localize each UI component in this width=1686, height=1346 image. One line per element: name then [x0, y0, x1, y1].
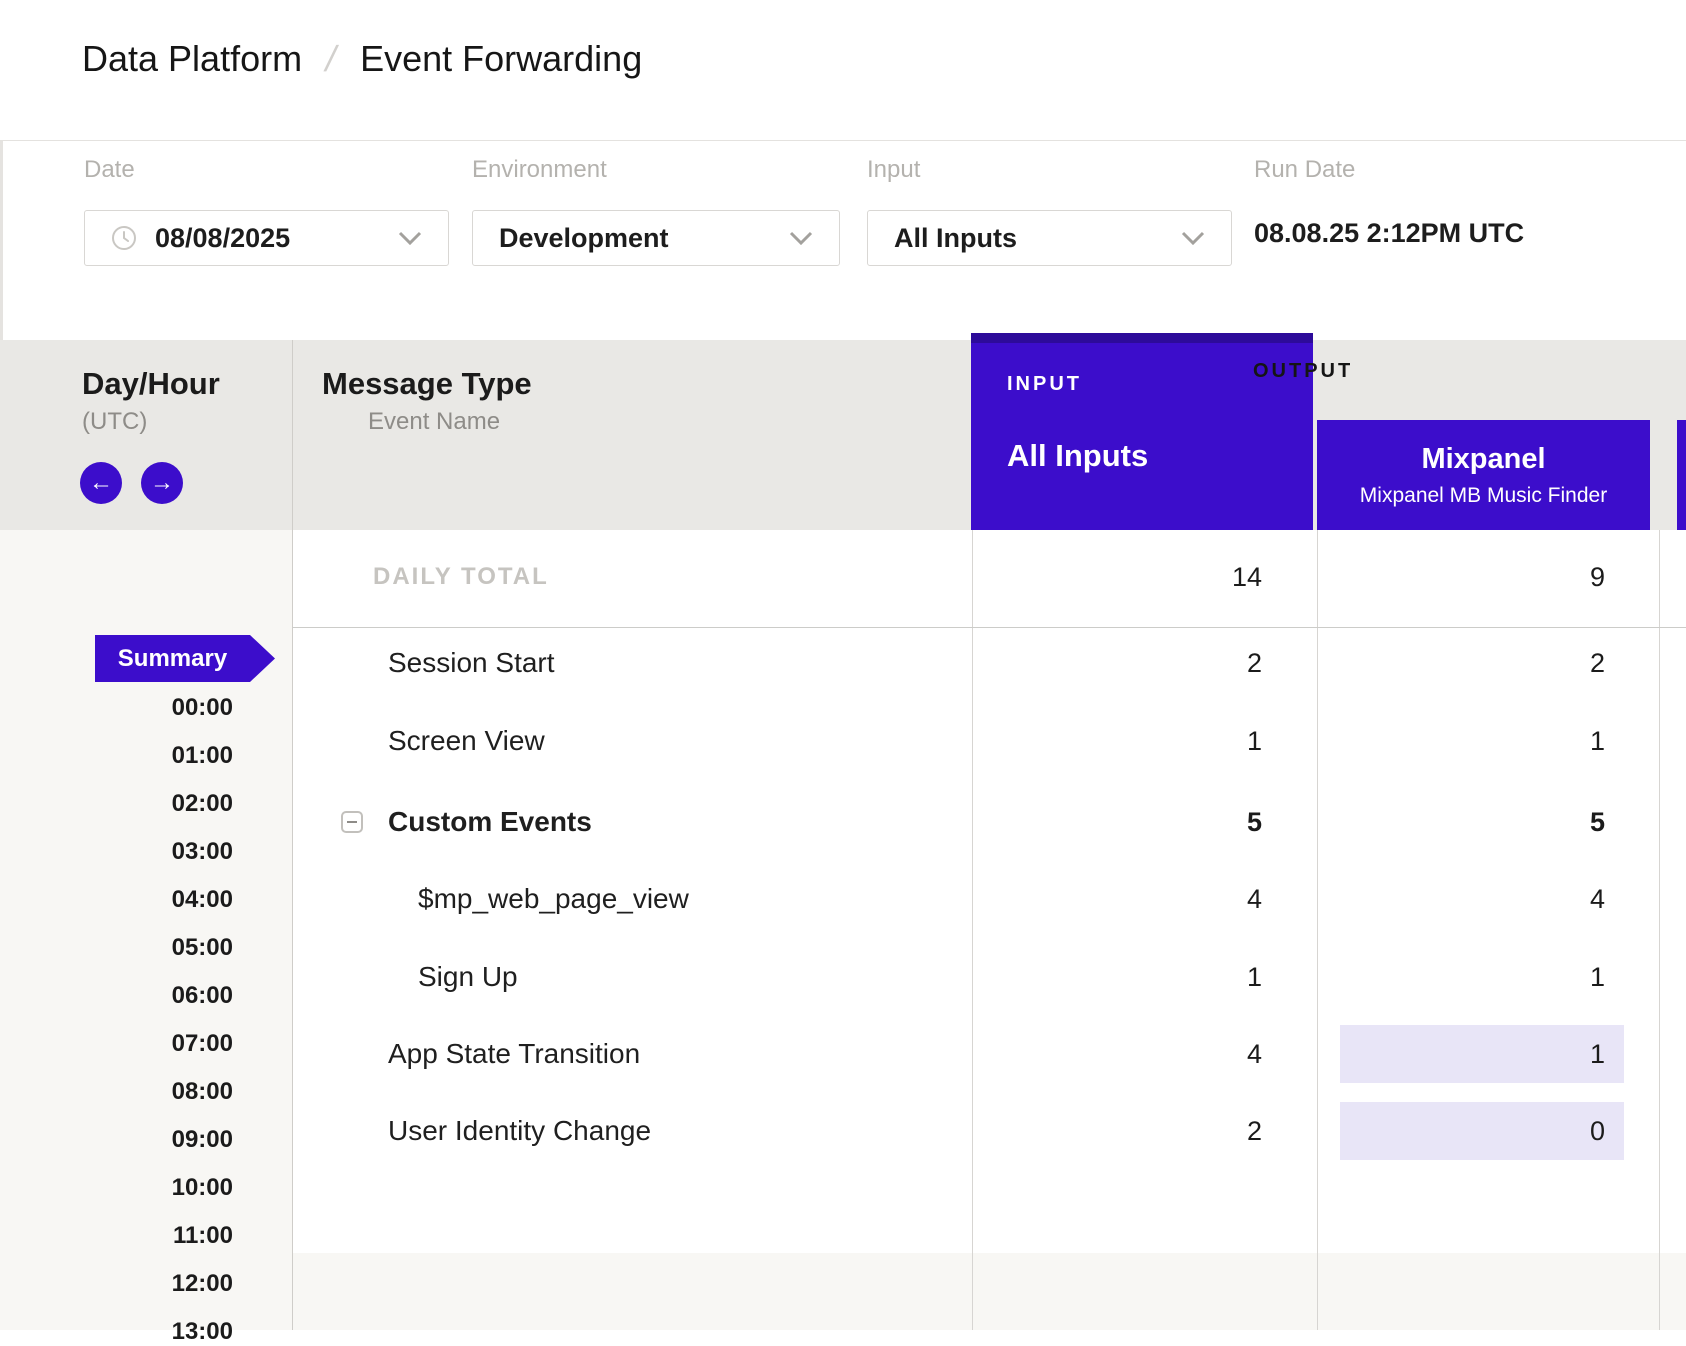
event-row: Sign Up 1 1 — [0, 948, 1686, 1006]
event-row: User Identity Change 2 0 — [0, 1102, 1686, 1160]
cell-input-count: 1 — [1062, 712, 1262, 770]
cell-input-count: 5 — [1062, 793, 1262, 851]
cell-input-count: 4 — [1062, 870, 1262, 928]
event-row-label: $mp_web_page_view — [418, 870, 689, 928]
cell-output-count: 2 — [1405, 634, 1605, 692]
collapse-toggle-icon[interactable] — [341, 811, 363, 833]
event-row-label: Screen View — [388, 712, 545, 770]
event-row-label: Sign Up — [418, 948, 518, 1006]
cell-output-count: 4 — [1405, 870, 1605, 928]
event-row-label: Session Start — [388, 634, 555, 692]
cell-output-count: 5 — [1405, 793, 1605, 851]
event-row: Custom Events 5 5 — [0, 793, 1686, 851]
cell-output-count: 1 — [1405, 1025, 1605, 1083]
event-row-label: App State Transition — [388, 1025, 640, 1083]
event-row: Session Start 2 2 — [0, 634, 1686, 692]
cell-input-count: 1 — [1062, 948, 1262, 1006]
event-row: $mp_web_page_view 4 4 — [0, 870, 1686, 928]
cell-output-count: 1 — [1405, 948, 1605, 1006]
cell-input-count: 2 — [1062, 1102, 1262, 1160]
cell-output-count: 1 — [1405, 712, 1605, 770]
cell-input-count: 2 — [1062, 634, 1262, 692]
cell-input-count: 4 — [1062, 1025, 1262, 1083]
event-rows: Session Start 2 2 Screen View 1 1 Custom Event… — [0, 0, 1686, 1330]
event-forwarding-page: { "breadcrumb": { "parent": "Data Platfo… — [0, 0, 1686, 1330]
event-row-label: Custom Events — [388, 793, 592, 851]
event-row: App State Transition 4 1 — [0, 1025, 1686, 1083]
event-row-label: User Identity Change — [388, 1102, 651, 1160]
cell-output-count: 0 — [1405, 1102, 1605, 1160]
event-row: Screen View 1 1 — [0, 712, 1686, 770]
